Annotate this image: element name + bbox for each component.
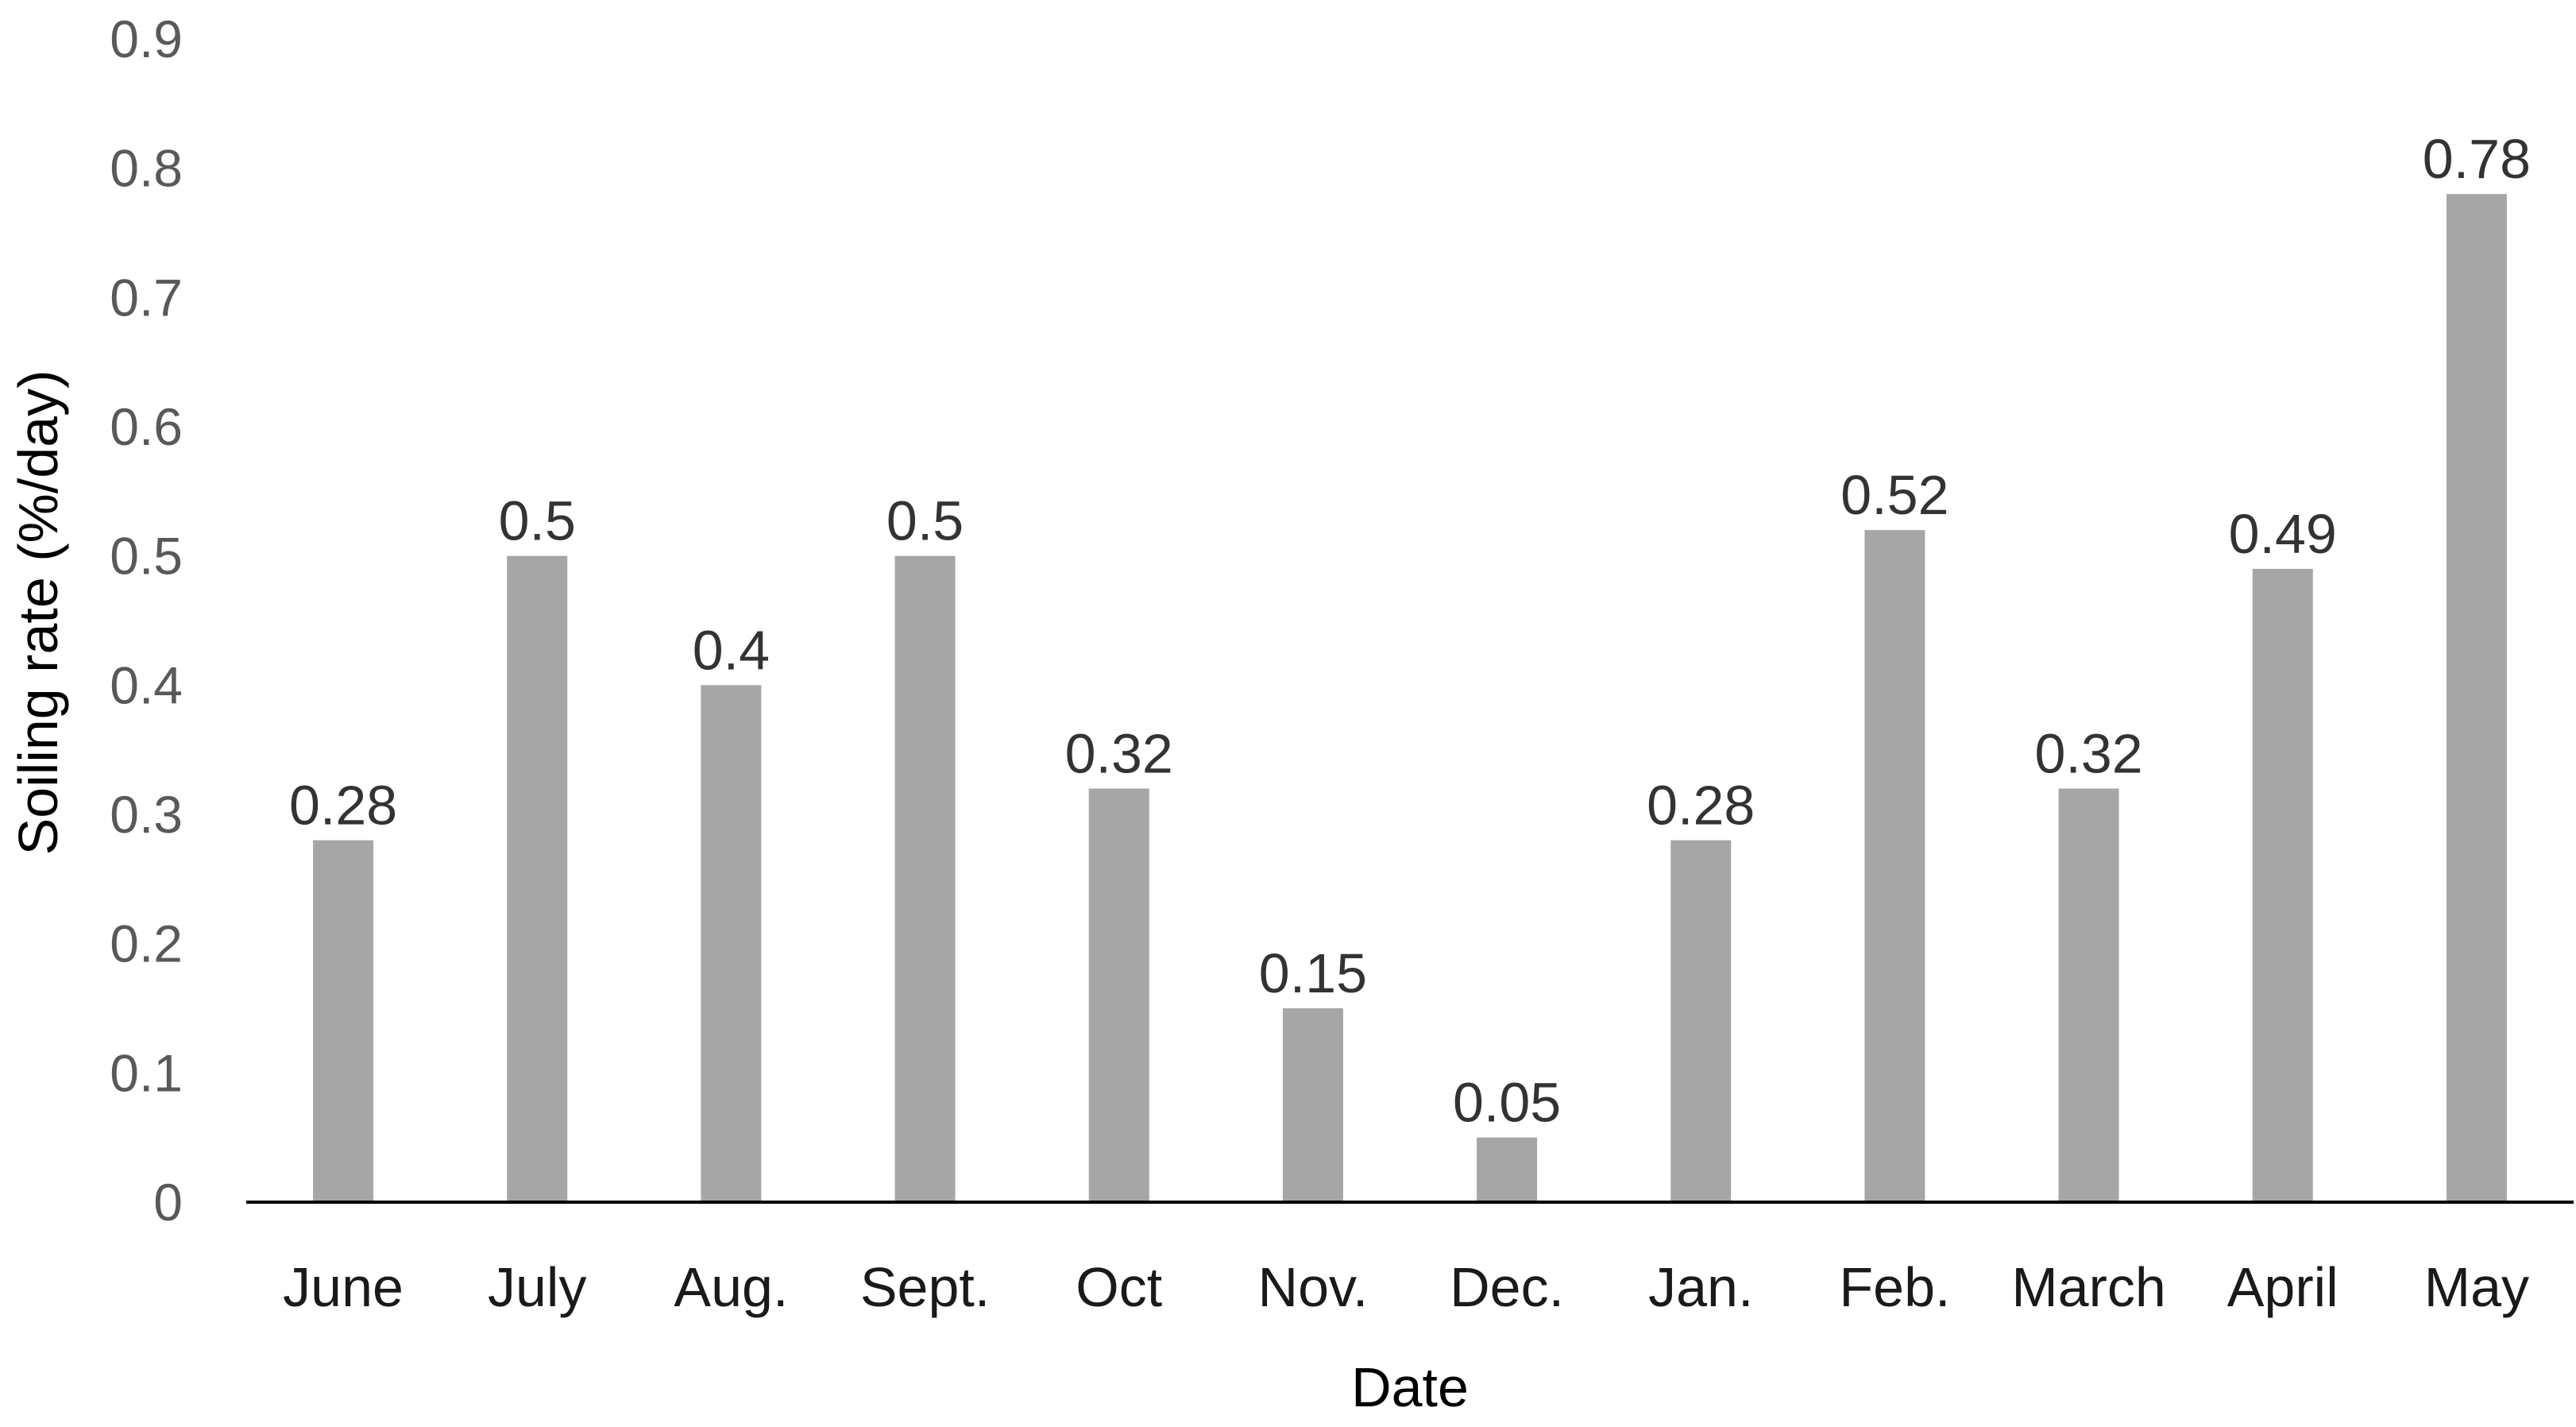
x-tick-label: Sept.: [860, 1256, 990, 1318]
bar: [1088, 788, 1149, 1202]
data-label: 0.4: [693, 619, 770, 681]
data-label: 0.52: [1840, 464, 1948, 526]
bar: [507, 555, 568, 1202]
y-tick-label: 0.2: [110, 915, 183, 973]
y-tick-label: 0.9: [110, 10, 183, 68]
y-tick-label: 0.6: [110, 397, 183, 456]
y-tick-label: 0.1: [110, 1043, 183, 1102]
y-tick-label: 0.3: [110, 785, 183, 844]
bar: [701, 685, 762, 1202]
data-label: 0.5: [499, 490, 576, 552]
x-tick-label: July: [488, 1256, 586, 1318]
bar: [1864, 530, 1925, 1202]
x-tick-label: March: [2011, 1256, 2165, 1318]
bar: [1282, 1008, 1343, 1202]
y-tick-label: 0.4: [110, 655, 183, 714]
x-axis-title: Date: [1351, 1356, 1469, 1418]
x-tick-label: Aug.: [674, 1256, 788, 1318]
bar: [1670, 840, 1732, 1202]
data-label: 0.32: [1065, 722, 1173, 784]
bar: [2446, 194, 2507, 1203]
x-axis-category-labels: June July Aug. Sept. Oct Nov. Dec. Jan. Feb. Marc…: [283, 1256, 2529, 1318]
data-label: 0.32: [2034, 722, 2142, 784]
x-tick-label: Jan.: [1648, 1256, 1753, 1318]
data-labels: 0.28 0.5 0.4 0.5 0.32 0.15 0.05 0.28 0.52 0.32 0.4…: [289, 128, 2531, 1133]
bar: [2252, 568, 2313, 1202]
x-tick-label: Oct: [1076, 1256, 1162, 1318]
x-tick-label: Nov.: [1258, 1256, 1369, 1318]
y-tick-label: 0.7: [110, 268, 183, 327]
x-tick-label: April: [2227, 1256, 2338, 1318]
bar: [313, 840, 374, 1202]
bar: [1477, 1137, 1538, 1202]
bar: [894, 555, 956, 1202]
x-tick-label: May: [2424, 1256, 2529, 1318]
data-label: 0.5: [886, 490, 964, 552]
bar: [2058, 788, 2119, 1202]
y-axis-tick-labels: 0 0.1 0.2 0.3 0.4 0.5 0.6 0.7 0.8 0.9: [110, 10, 183, 1232]
x-tick-label: Feb.: [1839, 1256, 1950, 1318]
data-label: 0.28: [1647, 775, 1755, 837]
y-tick-label: 0.5: [110, 527, 183, 586]
data-label: 0.05: [1453, 1072, 1561, 1134]
y-tick-label: 0: [153, 1173, 183, 1232]
y-axis-title: Soiling rate (%/day): [7, 370, 69, 856]
data-label: 0.78: [2423, 128, 2531, 190]
bar-series: [313, 194, 2507, 1203]
x-tick-label: June: [283, 1256, 404, 1318]
data-label: 0.15: [1259, 942, 1367, 1004]
x-tick-label: Dec.: [1450, 1256, 1564, 1318]
data-label: 0.49: [2229, 503, 2337, 565]
y-tick-label: 0.8: [110, 139, 183, 198]
data-label: 0.28: [289, 775, 397, 837]
